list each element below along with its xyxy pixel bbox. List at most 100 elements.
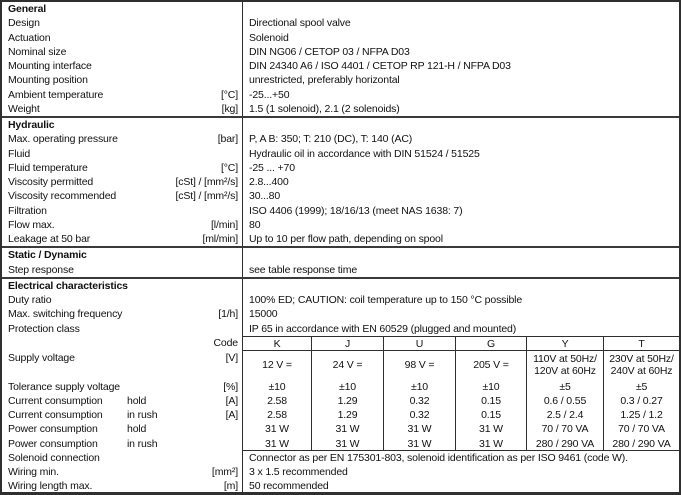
row-label: Duty ratio [8, 294, 52, 306]
row-label: Filtration [8, 204, 47, 217]
empty-cell [243, 2, 679, 16]
tolerance-cell: ±5 [603, 379, 679, 394]
supply-voltage-cell: 230V at 50Hz/ 240V at 60Hz [603, 351, 679, 380]
section-header-static-dynamic: Static / Dynamic [2, 248, 679, 263]
section-hydraulic: Hydraulic Max. operating pressure [bar] P… [2, 116, 679, 247]
row-value: 15000 [249, 308, 278, 321]
row-step-response: Step response see table response time [2, 262, 679, 277]
row-label: Tolerance supply voltage [8, 380, 120, 393]
code-col-header: G [455, 336, 526, 350]
row-sublabel: hold [127, 423, 147, 436]
row-value: 30...80 [249, 190, 281, 203]
row-value: 50 recommended [249, 480, 329, 493]
row-unit: [°C] [220, 161, 238, 174]
supply-voltage-cell: 98 V = [383, 351, 455, 380]
current-inrush-cell: 1.25 / 1.2 [603, 408, 679, 423]
row-wiring-length-max: Wiring length max. [m] 50 recommended [2, 479, 679, 493]
row-unit: [ml/min] [202, 233, 238, 245]
row-label: Leakage at 50 bar [8, 233, 91, 245]
row-value: unrestricted, preferably horizontal [249, 74, 400, 87]
row-weight: Weight [kg] 1.5 (1 solenoid), 2.1 (2 sole… [2, 101, 679, 116]
power-hold-cell: 31 W [265, 423, 289, 436]
row-unit: [cSt] / [mm²/s] [175, 176, 239, 188]
section-electrical: Electrical characteristics Duty ratio 10… [2, 276, 679, 493]
section-title: Hydraulic [8, 119, 55, 131]
power-hold-cell: 70 / 70 VA [526, 422, 603, 437]
code-col-header: Y [526, 336, 603, 350]
row-unit: [l/min] [211, 218, 238, 231]
row-unit: [%] [223, 380, 238, 393]
row-value: P, A B: 350; T: 210 (DC), T: 140 (AC) [249, 133, 413, 146]
empty-cell [243, 118, 679, 132]
row-value: DIN NG06 / CETOP 03 / NFPA D03 [249, 45, 410, 58]
row-power-consumption-inrush: Power consumption in rush 31 W 31 W 31 W … [2, 436, 679, 451]
row-unit: [A] [225, 409, 239, 421]
power-inrush-cell: 31 W [311, 436, 383, 450]
row-label: Current consumption [8, 409, 103, 421]
row-value: ISO 4406 (1999); 18/16/13 (meet NAS 1638… [249, 204, 463, 217]
code-col-header: J [311, 336, 383, 350]
row-current-consumption-inrush: Current consumption in rush [A] 2.58 1.29 … [2, 408, 679, 423]
row-label: Flow max. [8, 218, 55, 231]
code-col-header: K [273, 337, 281, 350]
current-inrush-cell: 0.32 [383, 408, 455, 423]
section-header-general: General [2, 2, 679, 17]
row-label: Mounting position [8, 74, 88, 87]
section-general: General Design Directional spool valve A… [2, 2, 679, 116]
tolerance-cell: ±5 [526, 379, 603, 394]
row-max-operating-pressure: Max. operating pressure [bar] P, A B: 350… [2, 132, 679, 147]
row-label: Solenoid connection [8, 451, 100, 464]
row-label: Wiring min. [8, 466, 59, 478]
row-fluid: Fluid Hydraulic oil in accordance with D… [2, 146, 679, 161]
current-hold-cell: 0.15 [455, 393, 526, 408]
power-inrush-cell: 31 W [383, 436, 455, 450]
row-design: Design Directional spool valve [2, 16, 679, 31]
row-duty-ratio: Duty ratio 100% ED; CAUTION: coil temper… [2, 293, 679, 308]
current-inrush-cell: 2.5 / 2.4 [526, 408, 603, 423]
current-hold-cell: 0.3 / 0.27 [603, 393, 679, 408]
row-label: Power consumption [8, 423, 98, 436]
row-unit: [mm²] [211, 466, 238, 478]
supply-voltage-cell: 24 V = [311, 351, 383, 380]
row-value: 2.8...400 [249, 176, 289, 188]
section-header-electrical: Electrical characteristics [2, 278, 679, 293]
row-label: Mounting interface [8, 60, 92, 72]
row-flow-max: Flow max. [l/min] 80 [2, 217, 679, 232]
empty-cell [243, 248, 679, 262]
row-value: 80 [249, 218, 261, 231]
code-col-header: U [383, 336, 455, 350]
row-value: Solenoid [249, 31, 289, 44]
row-value: IP 65 in accordance with EN 60529 (plugg… [249, 322, 517, 335]
tolerance-cell: ±10 [383, 379, 455, 394]
current-inrush-cell: 2.58 [267, 409, 287, 421]
row-unit: [kg] [221, 102, 238, 115]
row-label: Supply voltage [8, 352, 75, 364]
section-title: General [8, 3, 47, 15]
row-unit: [°C] [220, 88, 238, 101]
row-value: 1.5 (1 solenoid), 2.1 (2 solenoids) [249, 102, 400, 115]
code-col-header: T [603, 336, 679, 350]
row-filtration: Filtration ISO 4406 (1999); 18/16/13 (me… [2, 203, 679, 218]
row-value: Directional spool valve [249, 17, 351, 30]
row-mounting-position: Mounting position unrestricted, preferab… [2, 73, 679, 88]
row-value: see table response time [249, 263, 358, 276]
power-inrush-cell: 280 / 290 VA [526, 436, 603, 450]
section-title-cell: General [2, 2, 243, 17]
current-hold-cell: 0.6 / 0.55 [526, 393, 603, 408]
row-label: Viscosity permitted [8, 176, 94, 188]
row-value: -25...+50 [249, 88, 290, 101]
row-value: 100% ED; CAUTION: coil temperature up to… [249, 294, 523, 306]
current-hold-cell: 1.29 [311, 393, 383, 408]
row-nominal-size: Nominal size DIN NG06 / CETOP 03 / NFPA … [2, 44, 679, 59]
power-hold-cell: 31 W [383, 422, 455, 437]
section-title: Electrical characteristics [8, 279, 128, 292]
row-supply-voltage: Supply voltage [V] 12 V = 24 V = 98 V = 2… [2, 351, 679, 380]
row-viscosity-permitted: Viscosity permitted [cSt] / [mm²/s] 2.8..… [2, 175, 679, 190]
row-label: Protection class [8, 322, 80, 335]
row-value: Hydraulic oil in accordance with DIN 515… [249, 147, 480, 160]
code-header-row: Code K J U G Y T [2, 335, 679, 351]
current-inrush-cell: 1.29 [311, 408, 383, 423]
section-static-dynamic: Static / Dynamic Step response see table… [2, 246, 679, 277]
supply-voltage-cell: 12 V = [262, 359, 292, 372]
row-sublabel: hold [127, 394, 147, 407]
